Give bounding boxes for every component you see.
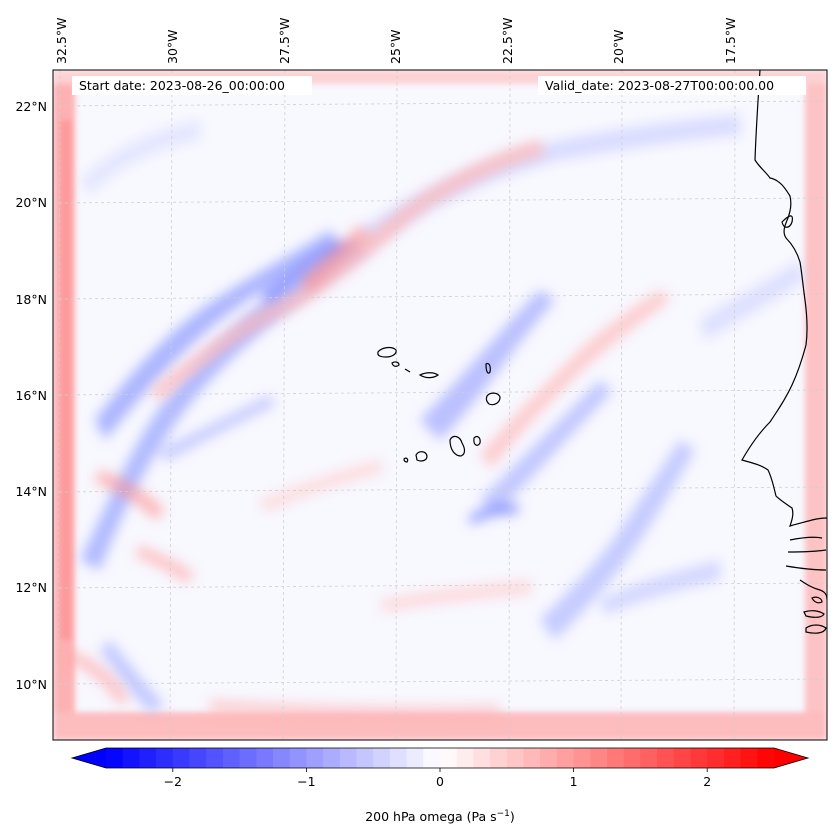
colorbar-segment	[657, 748, 675, 768]
colorbar-tick-label: −2	[164, 774, 182, 789]
colorbar-segment	[440, 748, 458, 768]
colorbar-segment	[289, 748, 307, 768]
lat-label-12n: 12°N	[15, 580, 47, 595]
colorbar-segment	[306, 748, 324, 768]
colorbar-segment	[206, 748, 224, 768]
colorbar-segment	[256, 748, 274, 768]
lon-label-25w: 25°W	[388, 29, 403, 64]
colorbar-tick-label: 0	[436, 774, 444, 789]
lat-label-22n: 22°N	[15, 99, 47, 114]
colorbar-segment	[473, 748, 491, 768]
lat-label-10n: 10°N	[15, 677, 47, 692]
colorbar-segment	[757, 748, 775, 768]
colorbar-segment	[673, 748, 692, 768]
colorbar-segment	[456, 748, 474, 768]
colorbar-segment	[523, 748, 541, 768]
lat-label-20n: 20°N	[15, 195, 47, 210]
island-santa-luzia	[404, 368, 411, 373]
colorbar: −2 −1 0 1 2 200 hPa omega (Pa s−1)	[70, 747, 810, 824]
colorbar-segment	[339, 748, 358, 768]
island-sao-nicolau	[418, 372, 440, 379]
colorbar-segment	[623, 748, 641, 768]
lon-label-32-5w: 32.5°W	[54, 18, 69, 64]
colorbar-tick-label: 2	[703, 774, 711, 789]
map-panel	[53, 70, 827, 740]
longitude-labels: 32.5°W 30°W 27.5°W 25°W 22.5°W 20°W 17.5…	[54, 18, 738, 64]
colorbar-segment	[106, 748, 124, 768]
colorbar-segment	[373, 748, 391, 768]
omega-negative-field	[80, 115, 805, 712]
island-santiago	[449, 435, 466, 457]
lon-label-22-5w: 22.5°W	[500, 18, 515, 64]
colorbar-segment	[707, 748, 725, 768]
colorbar-tick-label: 1	[570, 774, 578, 789]
lon-label-17-5w: 17.5°W	[723, 18, 738, 64]
colorbar-segment	[423, 748, 441, 768]
valid-date-background	[538, 76, 806, 95]
lat-label-14n: 14°N	[15, 484, 47, 499]
colorbar-segment	[139, 748, 157, 768]
cape-verde-islands	[377, 346, 501, 463]
valid-date-label: Valid_date: 2023-08-27T00:00:00.00	[545, 78, 774, 93]
graticule	[53, 70, 827, 740]
colorbar-segment	[356, 748, 374, 768]
colorbar-label: 200 hPa omega (Pa s−1)	[365, 809, 515, 824]
start-date-background	[72, 76, 312, 95]
lat-label-16n: 16°N	[15, 388, 47, 403]
island-brava	[403, 457, 409, 463]
island-maio	[473, 436, 481, 446]
lon-label-27-5w: 27.5°W	[277, 18, 292, 64]
colorbar-segment	[740, 748, 758, 768]
island-santo-antao	[377, 346, 397, 358]
colorbar-segment	[239, 748, 257, 768]
colorbar-segment	[273, 748, 291, 768]
colorbar-segments	[106, 748, 775, 768]
boundary-zone	[53, 70, 827, 740]
colorbar-segment	[389, 748, 408, 768]
colorbar-segment	[156, 748, 174, 768]
start-date-label: Start date: 2023-08-26_00:00:00	[79, 78, 285, 93]
island-sao-vicente	[391, 361, 400, 367]
island-sal	[485, 362, 491, 374]
lon-label-20w: 20°W	[611, 29, 626, 64]
lon-label-30w: 30°W	[165, 29, 180, 64]
colorbar-right-arrow	[774, 748, 808, 768]
colorbar-segment	[323, 748, 341, 768]
latitude-labels: 22°N 20°N 18°N 16°N 14°N 12°N 10°N	[15, 99, 47, 692]
colorbar-segment	[172, 748, 191, 768]
colorbar-segment	[556, 748, 575, 768]
island-boa-vista	[485, 392, 501, 406]
island-fogo	[415, 451, 428, 462]
colorbar-segment	[540, 748, 558, 768]
colorbar-segment	[690, 748, 708, 768]
colorbar-segment	[406, 748, 424, 768]
colorbar-left-arrow	[72, 748, 106, 768]
lat-label-18n: 18°N	[15, 292, 47, 307]
colorbar-segment	[122, 748, 140, 768]
colorbar-segment	[590, 748, 608, 768]
map-frame	[52, 69, 828, 741]
omega-positive-field	[68, 140, 670, 717]
colorbar-segment	[490, 748, 508, 768]
colorbar-segment	[506, 748, 525, 768]
colorbar-segment	[640, 748, 658, 768]
colorbar-segment	[607, 748, 625, 768]
colorbar-tick-label: −1	[297, 774, 315, 789]
map-header: Start date: 2023-08-26_00:00:00 Valid_da…	[72, 76, 806, 95]
colorbar-segment	[222, 748, 241, 768]
colorbar-outline	[70, 747, 810, 769]
colorbar-segment	[189, 748, 207, 768]
colorbar-ticks: −2 −1 0 1 2	[164, 768, 711, 789]
colorbar-segment	[573, 748, 591, 768]
colorbar-segment	[723, 748, 742, 768]
